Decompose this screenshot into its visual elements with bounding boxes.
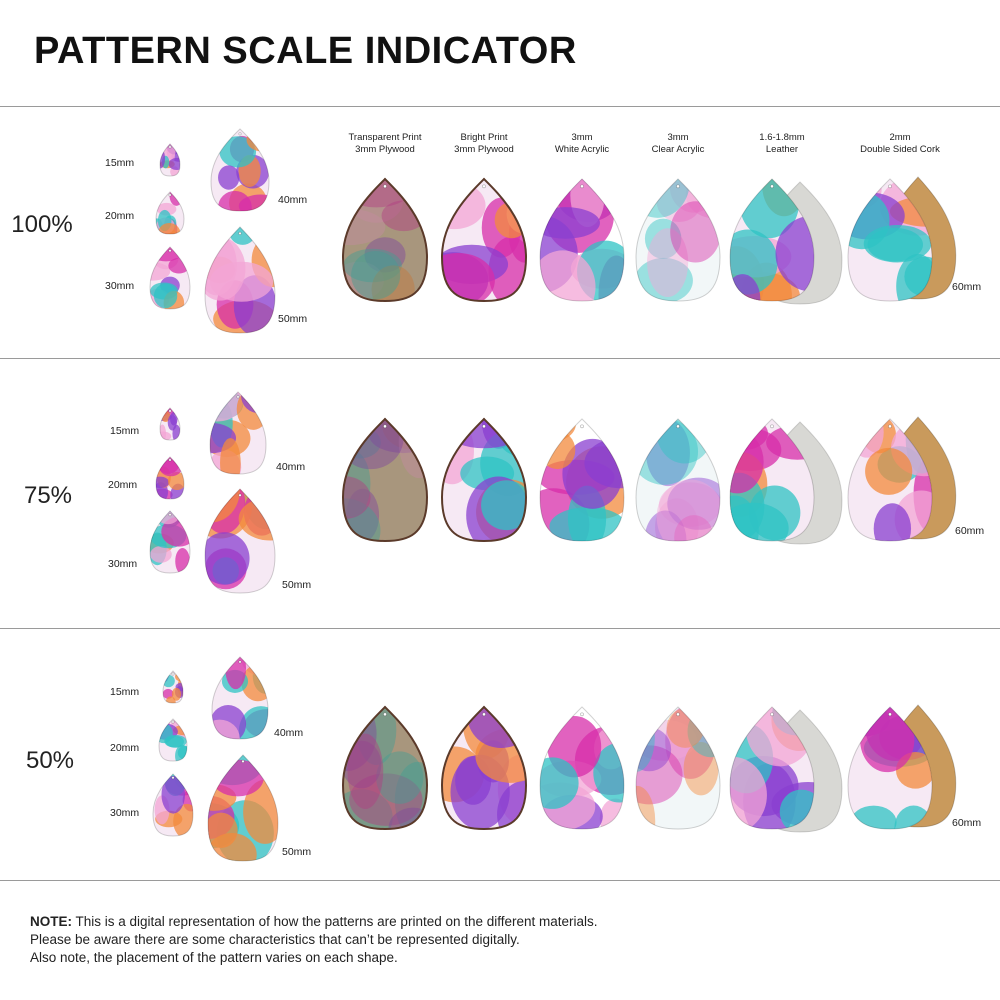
size-label: 15mm: [110, 686, 139, 698]
size-label: 30mm: [108, 558, 137, 570]
material-swatch-leather: [729, 706, 843, 833]
material-swatch-white-acrylic: [539, 418, 625, 542]
size-label: 20mm: [105, 210, 134, 222]
material-swatch-cork: [847, 416, 957, 542]
size-label: 15mm: [105, 157, 134, 169]
size-swatch-40mm: 40mm: [209, 391, 305, 475]
size-swatch-30mm: 30mm: [105, 246, 191, 310]
note-line-3: Also note, the placement of the pattern …: [30, 950, 398, 965]
material-swatch-plywood-transparent: [341, 417, 429, 543]
material-header-line1: Bright Print: [461, 132, 508, 143]
note-line-2: Please be aware there are some character…: [30, 932, 520, 947]
note-block: NOTE: This is a digital representation o…: [30, 913, 598, 967]
size-swatch-15mm: 15mm: [110, 670, 184, 704]
material-header-line1: 2mm: [889, 132, 910, 143]
size-label: 20mm: [108, 479, 137, 491]
size-swatch-50mm: 50mm: [204, 488, 311, 594]
material-swatch-plywood-bright: [440, 177, 528, 303]
size-label: 15mm: [110, 425, 139, 437]
material-header-line2: Double Sided Cork: [860, 144, 940, 155]
material-swatch-plywood-bright: [440, 417, 528, 543]
material-swatch-white-acrylic: [539, 706, 625, 830]
material-swatch-clear-acrylic: [635, 706, 721, 830]
note-line-1: NOTE: This is a digital representation o…: [30, 914, 598, 929]
size-swatch-50mm: 50mm: [204, 226, 307, 334]
size-swatch-20mm: 20mm: [110, 718, 188, 762]
material-header-line1: 3mm: [667, 132, 688, 143]
size-swatch-20mm: 20mm: [108, 456, 185, 500]
scale-row-2: 50% 15mm 20mm 30mm 40mm 50mm 60mm: [26, 656, 981, 862]
divider-100-75: [0, 358, 1000, 359]
size-label: 40mm: [274, 727, 303, 739]
material-swatch-plywood-bright: [440, 705, 528, 831]
material-swatch-plywood-transparent: [341, 177, 429, 303]
material-swatch-cork: [847, 176, 957, 302]
size-label: 30mm: [110, 807, 139, 819]
size-swatch-30mm: 30mm: [110, 773, 194, 837]
material-swatch-clear-acrylic: [635, 418, 721, 542]
material-header-line1: 3mm: [571, 132, 592, 143]
material-header-line1: 1.6-1.8mm: [759, 132, 804, 143]
scale-row-1: 75% 15mm 20mm 30mm 40mm 50mm 60mm: [24, 391, 984, 594]
divider-bottom: [0, 880, 1000, 881]
scale-label: 100%: [11, 211, 72, 238]
size-label: 40mm: [278, 194, 307, 206]
material-swatch-plywood-transparent: [341, 705, 429, 831]
size-label: 50mm: [282, 846, 311, 858]
size-swatch-15mm: 15mm: [105, 143, 181, 177]
scale-label: 50%: [26, 747, 74, 774]
material-header-line2: White Acrylic: [555, 144, 610, 155]
scale-row-0: 100% 15mm 20mm 30mm 40mm 50mm 60mm: [11, 128, 981, 334]
material-header-line2: Clear Acrylic: [652, 144, 705, 155]
material-swatch-leather: [729, 178, 843, 305]
material-swatch-cork: [847, 704, 957, 830]
material-header-line2: 3mm Plywood: [355, 144, 415, 155]
size-swatch-50mm: 50mm: [207, 754, 311, 862]
material-size-label: 60mm: [955, 525, 984, 537]
divider-top: [0, 106, 1000, 107]
size-label: 50mm: [282, 579, 311, 591]
material-size-label: 60mm: [952, 817, 981, 829]
size-swatch-30mm: 30mm: [108, 510, 191, 574]
size-swatch-20mm: 20mm: [105, 191, 185, 235]
material-swatch-clear-acrylic: [635, 178, 721, 302]
size-swatch-40mm: 40mm: [211, 656, 303, 740]
material-header-line1: Transparent Print: [348, 132, 421, 143]
size-label: 30mm: [105, 280, 134, 292]
size-label: 50mm: [278, 313, 307, 325]
note-label: NOTE:: [30, 914, 72, 929]
page-title: PATTERN SCALE INDICATOR: [34, 30, 577, 72]
material-header-line2: Leather: [766, 144, 798, 155]
material-header-line2: 3mm Plywood: [454, 144, 514, 155]
size-label: 20mm: [110, 742, 139, 754]
size-swatch-15mm: 15mm: [110, 407, 181, 441]
size-swatch-40mm: 40mm: [210, 128, 307, 212]
size-label: 40mm: [276, 461, 305, 473]
divider-75-50: [0, 628, 1000, 629]
material-size-label: 60mm: [952, 281, 981, 293]
material-swatch-leather: [729, 418, 843, 545]
scale-label: 75%: [24, 482, 72, 509]
